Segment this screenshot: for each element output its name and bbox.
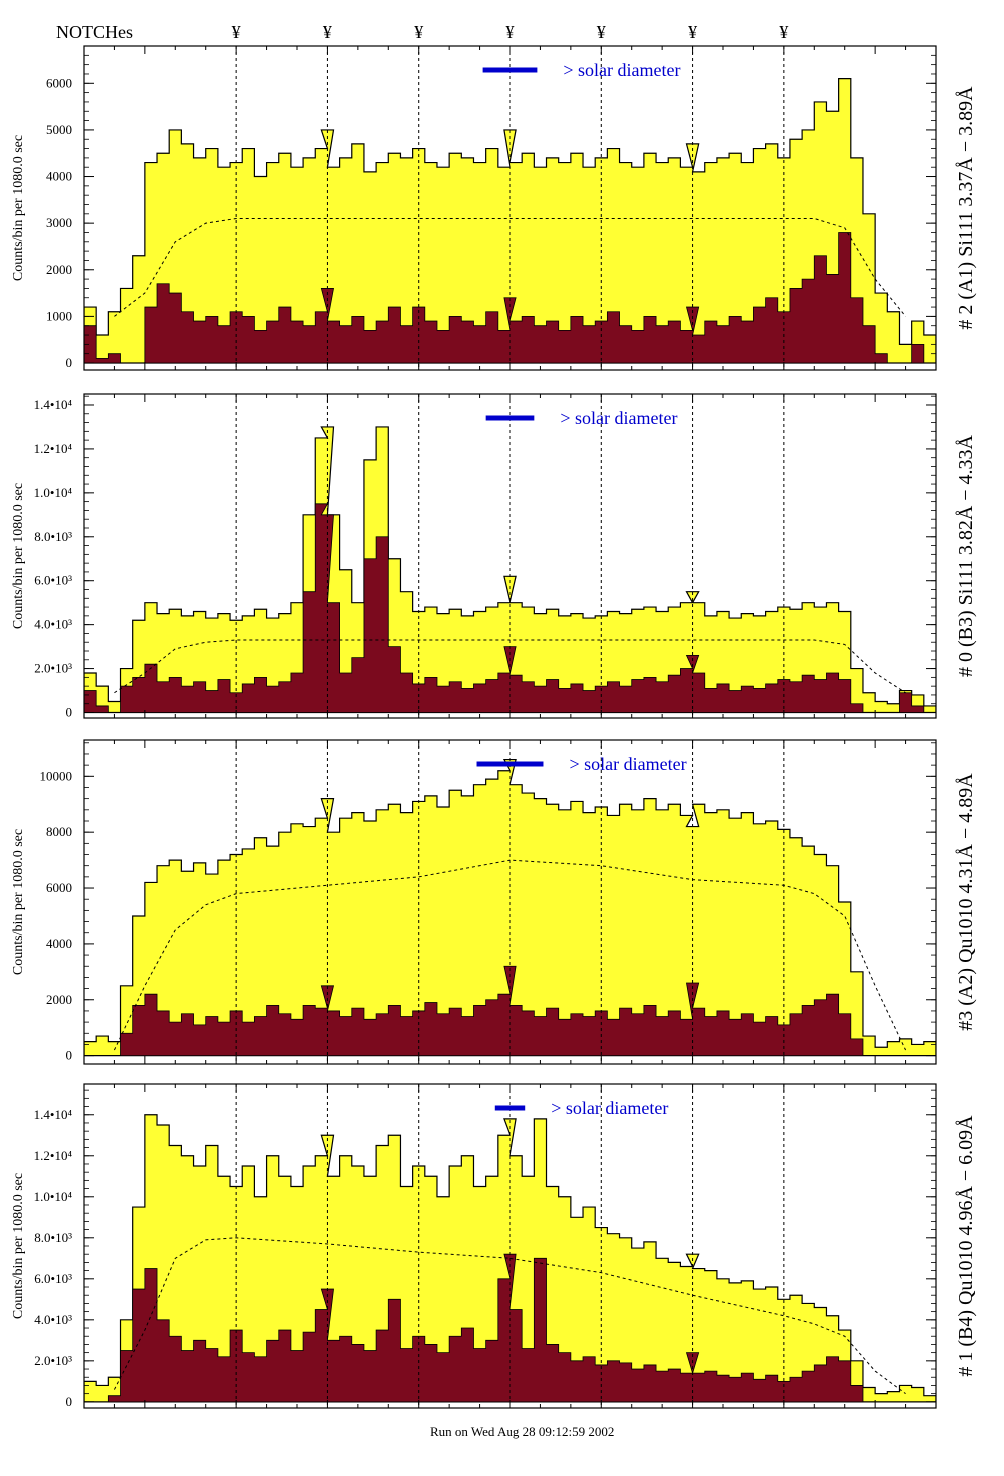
panel-1: 0 2.0•10³ 4.0•10³ 6.0•10³ 8.0•10³ 1.0•10⁴ 1.2•… <box>11 393 977 720</box>
panel-2-total-series <box>84 758 936 1057</box>
panel-1-total-series <box>84 426 936 714</box>
panel-3-ytick-label-2: 4.0•10³ <box>34 1312 72 1327</box>
panel-0-title: # 2 (A1) Si111 3.37Å − 3.89Å <box>955 86 977 330</box>
panel-1-title: # 0 (B3) Si111 3.82Å − 4.33Å <box>955 434 977 677</box>
panel-2-title: #3 (A2) Qu1010 4.31Å − 4.89Å <box>955 773 977 1031</box>
notch-symbol-3: ¥ <box>506 22 515 42</box>
panel-1-ytick-label-6: 1.2•10⁴ <box>34 441 73 456</box>
notch-symbol-2: ¥ <box>414 22 423 42</box>
panel-2-ytick-label-4: 8000 <box>46 824 72 839</box>
panel-1-ylabel: Counts/bin per 1080.0 sec <box>11 483 26 629</box>
panel-2-ylabel: Counts/bin per 1080.0 sec <box>11 829 26 975</box>
panel-0-detail-series <box>84 232 936 364</box>
panel-2-ytick-label-2: 4000 <box>46 936 72 951</box>
panel-1-ytick-label-1: 2.0•10³ <box>34 661 72 676</box>
panel-0-ytick-label-5: 5000 <box>46 122 72 137</box>
panel-3-model-line <box>113 1237 906 1395</box>
panel-0-ytick-label-4: 4000 <box>46 169 72 184</box>
notch-symbol-0: ¥ <box>232 22 241 42</box>
panel-2: 0 2000 4000 6000 8000 10000 Counts/bin per 108… <box>11 739 977 1065</box>
panel-1-ytick-label-7: 1.4•10⁴ <box>34 397 73 412</box>
notch-symbol-6: ¥ <box>779 22 788 42</box>
panel-0-ylabel: Counts/bin per 1080.0 sec <box>11 135 26 281</box>
run-timestamp: Run on Wed Aug 28 09:12:59 2002 <box>430 1424 614 1439</box>
notches-label: NOTCHes <box>56 22 133 42</box>
panel-3-ylabel: Counts/bin per 1080.0 sec <box>11 1173 26 1319</box>
panel-0-solar-diameter-label: > solar diameter <box>563 60 680 80</box>
panel-3-ytick-label-6: 1.2•10⁴ <box>34 1148 73 1163</box>
panel-3: 0 2.0•10³ 4.0•10³ 6.0•10³ 8.0•10³ 1.0•10⁴ 1.2•… <box>11 1083 977 1409</box>
panel-3-ytick-label-1: 2.0•10³ <box>34 1353 72 1368</box>
panel-2-solar-diameter-label: > solar diameter <box>569 754 686 774</box>
panel-3-plot <box>84 1084 936 1408</box>
panel-1-ytick-label-4: 8.0•10³ <box>34 529 72 544</box>
panel-1-ytick-label-2: 4.0•10³ <box>34 617 72 632</box>
panel-1-ytick-label-5: 1.0•10⁴ <box>34 485 73 500</box>
notch-symbol-5: ¥ <box>688 22 697 42</box>
panel-0-ytick-label-6: 6000 <box>46 75 72 90</box>
panel-0: 0 1000 2000 3000 4000 5000 6000 Counts/bin per … <box>11 45 977 371</box>
panel-3-solar-diameter-label: > solar diameter <box>551 1098 668 1118</box>
panel-3-ytick-label-0: 0 <box>66 1394 73 1409</box>
notch-symbol-4: ¥ <box>597 22 606 42</box>
panel-2-ytick-label-3: 6000 <box>46 880 72 895</box>
panel-0-plot <box>84 46 936 370</box>
panel-3-ytick-label-3: 6.0•10³ <box>34 1271 72 1286</box>
panel-2-ytick-label-0: 0 <box>66 1048 73 1063</box>
panel-3-title: # 1 (B4) Qu1010 4.96Å − 6.09Å <box>955 1115 977 1377</box>
panel-2-plot <box>84 740 936 1064</box>
panels: 0 1000 2000 3000 4000 5000 6000 Counts/bin per … <box>11 45 977 1409</box>
panel-3-ytick-label-4: 8.0•10³ <box>34 1230 72 1245</box>
panel-3-ytick-label-7: 1.4•10⁴ <box>34 1107 73 1122</box>
panel-1-solar-diameter-label: > solar diameter <box>560 408 677 428</box>
notch-markers: ¥ ¥ ¥ ¥ ¥ ¥ ¥ <box>232 22 789 42</box>
panel-0-model-line <box>114 217 906 317</box>
panel-1-ytick-label-3: 6.0•10³ <box>34 573 72 588</box>
panel-0-ytick-label-2: 2000 <box>46 262 72 277</box>
panel-1-plot <box>84 394 936 718</box>
panel-0-ytick-label-3: 3000 <box>46 215 72 230</box>
panel-3-ytick-label-5: 1.0•10⁴ <box>34 1189 73 1204</box>
panel-1-ytick-label-0: 0 <box>66 705 73 720</box>
panel-0-ytick-label-1: 1000 <box>46 308 72 323</box>
panel-2-ytick-label-5: 10000 <box>40 768 73 783</box>
panel-2-ytick-label-1: 2000 <box>46 992 72 1007</box>
panel-0-ytick-label-0: 0 <box>66 355 73 370</box>
notch-symbol-1: ¥ <box>323 22 332 42</box>
